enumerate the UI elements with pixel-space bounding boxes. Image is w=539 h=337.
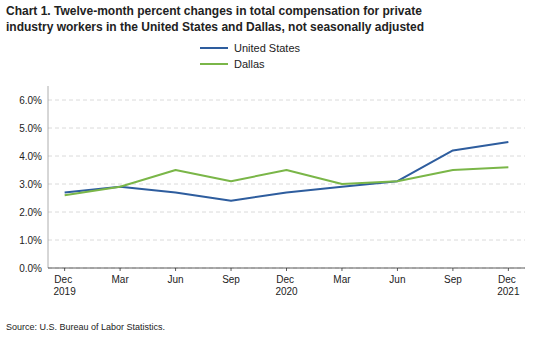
grid-line bbox=[48, 240, 525, 241]
x-tick-label: Mar bbox=[111, 274, 129, 285]
legend: United States Dallas bbox=[200, 42, 301, 70]
chart: Chart 1. Twelve-month percent changes in… bbox=[0, 0, 539, 337]
x-tick bbox=[508, 268, 509, 271]
x-tick bbox=[231, 268, 232, 271]
x-tick-label: Jun bbox=[168, 274, 184, 285]
x-tick bbox=[175, 268, 176, 271]
grid-line bbox=[48, 212, 525, 213]
y-tick-label: 3.0% bbox=[19, 179, 42, 190]
x-tick-label: Dec 2020 bbox=[275, 274, 298, 297]
y-tick-label: 4.0% bbox=[19, 151, 42, 162]
line bbox=[65, 167, 509, 195]
grid-line bbox=[48, 184, 525, 185]
y-axis bbox=[48, 86, 49, 268]
x-tick-label: Dec 2019 bbox=[54, 274, 77, 297]
x-tick-label: Mar bbox=[333, 274, 351, 285]
grid bbox=[48, 100, 525, 268]
grid-line bbox=[48, 100, 525, 101]
source: Source: U.S. Bureau of Labor Statistics. bbox=[6, 322, 165, 332]
x-tick-label: Sep bbox=[444, 274, 462, 285]
x-tick-label: Dec 2021 bbox=[497, 274, 520, 297]
line bbox=[65, 142, 509, 201]
subtitle: industry workers in the United States an… bbox=[6, 20, 424, 34]
y-tick-label: 5.0% bbox=[19, 123, 42, 134]
y-tick-label: 6.0% bbox=[19, 95, 42, 106]
grid-line bbox=[48, 156, 525, 157]
legend-swatch bbox=[200, 47, 228, 49]
y-tick-label: 1.0% bbox=[19, 235, 42, 246]
x-tick-label: Sep bbox=[222, 274, 240, 285]
x-tick bbox=[286, 268, 287, 271]
x-tick bbox=[452, 268, 453, 271]
x-tick bbox=[341, 268, 342, 271]
x-tick bbox=[397, 268, 398, 271]
legend-label: United States bbox=[234, 42, 301, 54]
y-tick-label: 2.0% bbox=[19, 207, 42, 218]
x-tick bbox=[64, 268, 65, 271]
x-tick bbox=[120, 268, 121, 271]
legend-swatch bbox=[200, 63, 228, 65]
legend-label: Dallas bbox=[234, 58, 265, 70]
x-tick-label: Jun bbox=[389, 274, 405, 285]
title: Chart 1. Twelve-month percent changes in… bbox=[6, 4, 422, 18]
series-group bbox=[65, 142, 509, 201]
grid-line bbox=[48, 128, 525, 129]
y-tick-label: 0.0% bbox=[19, 263, 42, 274]
